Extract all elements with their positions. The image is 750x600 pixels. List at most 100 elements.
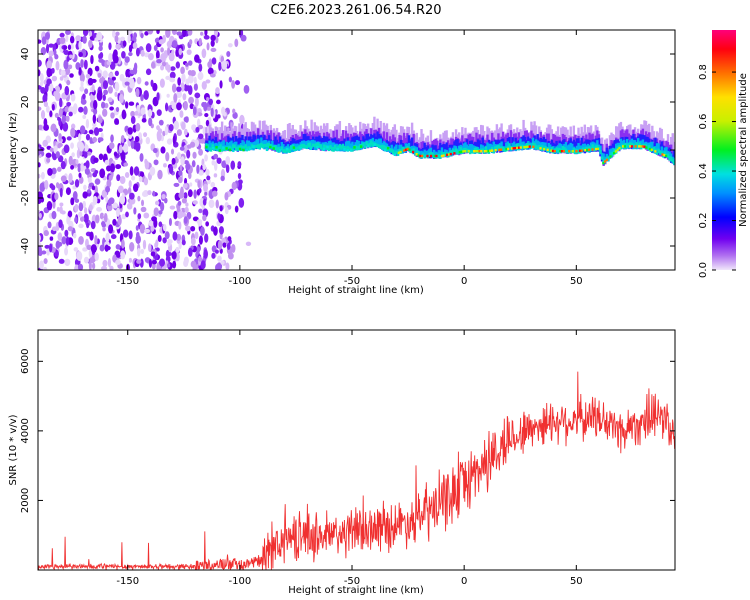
ridge-peak <box>245 148 248 152</box>
noise-speck <box>178 221 182 230</box>
ridge-cell <box>538 144 541 150</box>
ridge-cell <box>668 151 671 160</box>
ridge-cell <box>304 141 307 149</box>
ridge-peak <box>417 154 420 157</box>
noise-speck <box>75 35 82 42</box>
ridge-peak <box>499 148 503 151</box>
noise-speck <box>151 259 157 265</box>
ridge-cell <box>351 148 354 152</box>
ridge-cell <box>257 144 260 149</box>
noise-speck <box>126 202 133 210</box>
ridge-cell <box>517 142 521 150</box>
ridge-peak <box>269 145 272 149</box>
ridge-cell <box>607 156 610 161</box>
noise-speck <box>176 31 183 36</box>
noise-speck <box>140 199 145 207</box>
ridge-cell <box>439 155 442 159</box>
noise-speck <box>77 163 82 169</box>
ridge-peak <box>648 147 652 151</box>
ridge-peak <box>442 154 445 157</box>
noise-speck <box>88 129 94 135</box>
ridge-peak <box>616 148 619 151</box>
noise-speck <box>115 164 122 170</box>
ridge-cell <box>512 133 516 149</box>
ridge-cell <box>398 144 401 153</box>
snr-series-line <box>38 371 675 570</box>
noise-speck <box>107 78 113 85</box>
noise-speck <box>173 182 180 188</box>
ridge-cell <box>249 141 252 148</box>
ridge-cell <box>495 124 499 150</box>
ridge-cell <box>220 141 224 150</box>
noise-speck <box>45 43 50 54</box>
noise-speck <box>124 101 129 109</box>
noise-speck <box>168 218 172 226</box>
ridge-cell <box>258 144 262 149</box>
noise-speck <box>57 116 61 121</box>
noise-speck <box>94 192 99 197</box>
snr-line <box>38 371 675 570</box>
noise-speck <box>39 260 44 270</box>
noise-speck <box>134 135 140 143</box>
ridge-cell <box>487 143 491 153</box>
noise-speck <box>144 81 149 86</box>
noise-speck <box>102 226 106 232</box>
ridge-cell <box>660 151 663 155</box>
ridge-cell <box>322 144 326 149</box>
noise-speck <box>118 93 124 104</box>
noise-speck <box>207 67 214 75</box>
noise-speck <box>206 106 212 111</box>
noise-speck <box>186 49 192 56</box>
noise-speck <box>175 196 179 201</box>
ridge-cell <box>376 144 379 148</box>
noise-speck <box>73 232 77 239</box>
noise-speck <box>89 136 93 145</box>
ridge-cell <box>279 136 282 150</box>
noise-speck <box>135 225 139 231</box>
ridge-cell <box>319 144 323 150</box>
ridge-cell <box>410 137 414 151</box>
noise-speck <box>152 190 156 197</box>
ridge-cell <box>666 153 670 158</box>
noise-speck <box>79 85 85 92</box>
ridge-cell <box>244 144 247 149</box>
ridge-cell <box>253 145 257 149</box>
noise-speck <box>149 166 156 176</box>
noise-speck <box>187 189 193 198</box>
ridge-cell <box>348 123 351 150</box>
noise-speck <box>114 91 118 98</box>
noise-speck <box>198 256 203 262</box>
ridge-peak <box>426 154 429 158</box>
noise-speck <box>135 47 140 57</box>
ridge-cell <box>585 146 588 151</box>
ridge-cell <box>531 137 535 147</box>
ridge-cell <box>417 150 420 155</box>
ridge-peak <box>546 148 549 152</box>
ridge-cell <box>514 137 517 149</box>
ridge-cell <box>406 133 409 151</box>
noise-speck <box>54 192 59 201</box>
ridge-cell <box>332 146 335 152</box>
noise-speck <box>49 83 54 92</box>
noise-speck <box>138 176 143 183</box>
noise-speck <box>121 192 125 200</box>
noise-speck <box>88 249 93 258</box>
ridge-cell <box>219 127 222 149</box>
ridge-cell <box>646 142 649 149</box>
ridge-cell <box>649 141 652 151</box>
ridge-cell <box>564 142 568 152</box>
ridge-cell <box>255 144 258 149</box>
noise-speck <box>58 258 65 264</box>
noise-speck <box>115 244 121 250</box>
noise-speck <box>94 234 98 245</box>
noise-speck <box>215 199 219 209</box>
noise-speck <box>208 98 214 106</box>
noise-speck <box>234 80 241 86</box>
ridge-peak <box>609 155 612 158</box>
ridge-cell <box>635 142 638 147</box>
ridge-cell <box>490 147 494 151</box>
noise-speck <box>93 99 98 110</box>
ridge-cell <box>288 122 291 152</box>
ridge-cell <box>484 146 488 151</box>
ridge-peak <box>654 150 657 153</box>
